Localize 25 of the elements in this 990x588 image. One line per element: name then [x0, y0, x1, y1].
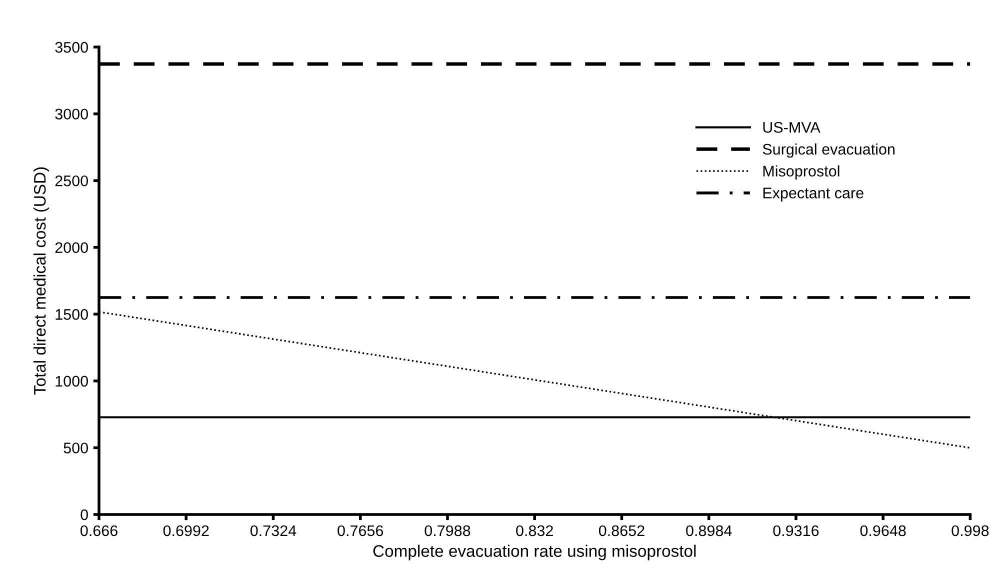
- x-tick-label: 0.7988: [424, 525, 470, 536]
- y-axis-title: Total direct medical cost (USD): [34, 167, 50, 395]
- legend-label: Expectant care: [763, 188, 864, 202]
- x-tick-label: 0.7656: [338, 525, 384, 536]
- x-tick-label: 0.832: [516, 525, 553, 536]
- y-tick-label: 0: [80, 509, 88, 520]
- legend-label: Surgical evacuation: [762, 143, 894, 158]
- legend-label: Misoprostol: [763, 165, 840, 180]
- x-tick-label: 0.8652: [598, 525, 644, 536]
- y-tick-label: 1000: [56, 376, 88, 387]
- y-tick-label: 500: [64, 442, 88, 454]
- x-tick-label: 0.9648: [860, 525, 906, 536]
- y-tick-label: 3500: [55, 42, 88, 53]
- x-tick-label: 0.7324: [250, 525, 296, 536]
- legend-label: US-MVA: [763, 122, 820, 133]
- x-tick-label: 0.666: [80, 525, 118, 536]
- x-tick-label: 0.8984: [686, 525, 732, 536]
- x-tick-label: 0.998: [952, 525, 989, 536]
- y-tick-label: 3000: [55, 108, 88, 120]
- x-tick-label: 0.9316: [773, 525, 819, 536]
- y-tick-label: 2000: [55, 242, 88, 254]
- x-axis-title: Complete evacuation rate using misoprostol: [373, 544, 696, 560]
- y-tick-label: 2500: [55, 175, 88, 186]
- y-tick-label: 1500: [56, 309, 88, 320]
- x-tick-label: 0.6992: [163, 525, 209, 536]
